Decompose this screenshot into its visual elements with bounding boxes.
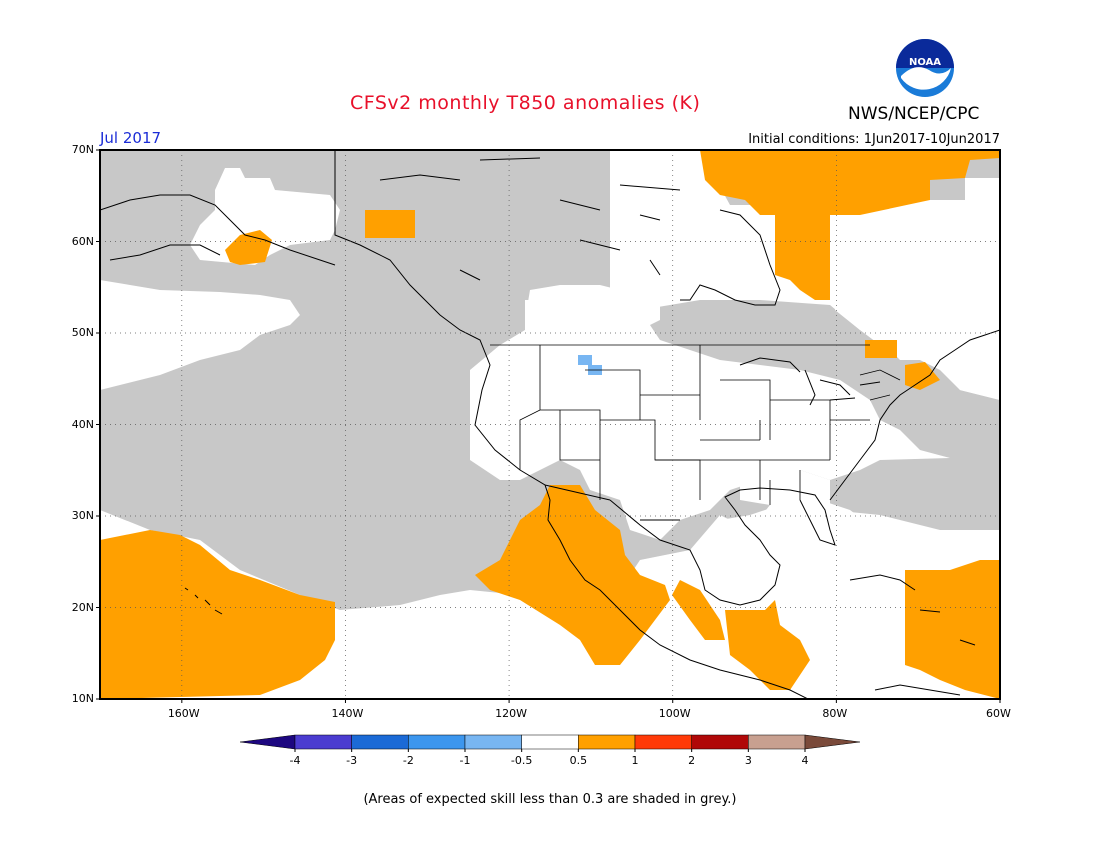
legend-swatch [578, 734, 636, 750]
orange-area-labrador-coast [865, 340, 897, 358]
coastline-caribbean [849, 574, 976, 696]
legend-swatch [294, 734, 352, 750]
lon-label: 140W [331, 707, 364, 720]
white-area-pacific-nw [100, 280, 300, 390]
coastlines-and-borders [100, 150, 1000, 699]
map-ticks [96, 149, 1001, 703]
white-area-plains [630, 368, 675, 410]
coastline-arctic [379, 157, 681, 281]
logo-text: NOAA [909, 57, 941, 68]
white-area-alaska [190, 168, 340, 265]
white-area-northwest-us [475, 370, 560, 420]
lat-label: 60N [71, 234, 94, 248]
legend-swatch [464, 734, 522, 750]
legend-swatch [691, 734, 749, 750]
legend-swatch [748, 734, 806, 750]
orange-area-hawaii [100, 530, 335, 699]
legend-tick-label: 0.5 [570, 754, 588, 767]
coastline-hudson [680, 209, 781, 306]
state-borders [490, 344, 901, 505]
legend-swatch [521, 734, 579, 750]
chart-title: CFSv2 monthly T850 anomalies (K) [350, 92, 701, 114]
legend-tick-label: -1 [460, 754, 471, 767]
positive-anomaly-areas [100, 150, 1000, 699]
lat-label: 10N [71, 692, 94, 705]
orange-area-guatemala [725, 600, 810, 690]
orange-area-nova-scotia [905, 362, 940, 390]
orange-area-baja-mexico [475, 485, 670, 665]
skill-note: (Areas of expected skill less than 0.3 a… [363, 792, 737, 807]
lat-label: 30N [71, 509, 94, 522]
legend-tick-label: 3 [745, 754, 752, 767]
lon-label: 60W [986, 707, 1011, 720]
lat-label: 50N [71, 326, 94, 339]
lat-lon-grid [100, 150, 1000, 699]
orange-area-greenland [700, 150, 1000, 300]
hawaii-islands [184, 587, 223, 615]
orange-area-central-america [672, 580, 725, 640]
lon-label: 100W [658, 707, 691, 720]
lat-label: 70N [71, 143, 94, 156]
orange-area-caribbean-east [905, 560, 1000, 699]
legend-swatch [634, 734, 692, 750]
legend-tick-label: 4 [802, 754, 809, 767]
legend-tick-label: -2 [403, 754, 414, 767]
mexico-border [544, 484, 680, 521]
white-area-southeast [740, 465, 830, 510]
orange-area-yukon [365, 210, 415, 238]
lat-label: 20N [71, 600, 94, 614]
noaa-logo-icon: NOAA [896, 39, 954, 97]
lat-label: 40N [71, 417, 94, 431]
legend-arrow-low [239, 734, 296, 750]
organization-label: NWS/NCEP/CPC [848, 104, 980, 124]
legend-swatch [351, 734, 409, 750]
legend-tick-label: -4 [290, 754, 301, 767]
legend-tick-label: 1 [632, 754, 639, 767]
initial-conditions: Initial conditions: 1Jun2017-10Jun2017 [748, 132, 1000, 147]
coastline-gulf [609, 487, 836, 606]
great-lakes [739, 357, 881, 406]
lon-label: 120W [495, 707, 527, 720]
lon-label: 160W [167, 707, 200, 720]
legend-tick-label: -3 [346, 754, 357, 767]
legend-arrow-high [804, 734, 861, 750]
legend-tick-label: 2 [688, 754, 695, 767]
coastline-east [829, 329, 1000, 501]
white-area-gulf [680, 500, 920, 610]
lon-label: 80W [822, 707, 848, 720]
coastline-alaska [100, 194, 336, 266]
white-area-east-canada [835, 220, 1000, 400]
grey-area-east [640, 300, 1000, 458]
white-area-canada-prairies [525, 285, 660, 340]
legend-swatch [408, 734, 466, 750]
forecast-month: Jul 2017 [100, 129, 162, 147]
color-legend: -4 -3 -2 -1 -0.5 0.5 1 2 3 4 [239, 734, 861, 767]
legend-tick-label: -0.5 [511, 754, 532, 767]
non-grey-areas [100, 168, 1000, 610]
